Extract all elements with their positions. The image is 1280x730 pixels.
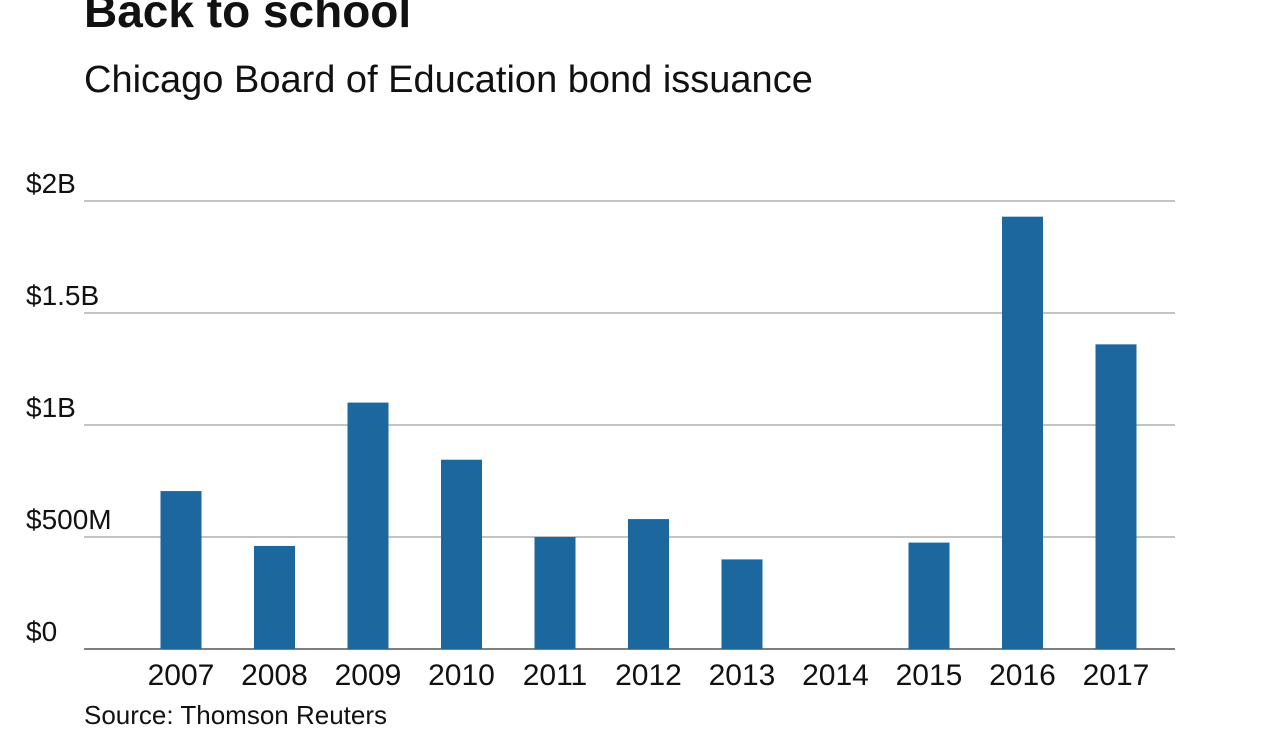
x-tick-label: 2015: [896, 659, 963, 692]
x-tick-label: 2011: [523, 659, 588, 692]
x-tick-label: 2016: [989, 659, 1056, 692]
bar-2012: [628, 519, 669, 649]
bar-2013: [721, 559, 763, 649]
y-axis-ticks: $0 $500M $1B $1.5B $2B: [26, 168, 112, 647]
bar-2010: [441, 459, 482, 649]
x-tick-label: 2009: [335, 659, 402, 692]
source-note: Source: Thomson Reuters: [84, 700, 387, 730]
y-tick-label: $1.5B: [26, 280, 99, 311]
bar-2011: [534, 537, 576, 649]
y-tick-label: $500M: [26, 504, 112, 535]
x-tick-label: 2012: [615, 659, 682, 692]
bar-2015: [908, 542, 950, 649]
bar-2007: [160, 491, 202, 649]
chart-subtitle: Chicago Board of Education bond issuance: [84, 59, 813, 101]
chart-title: Back to school: [84, 0, 412, 37]
bar-2017: [1095, 344, 1137, 649]
y-tick-label: $1B: [26, 392, 76, 423]
bar-2009: [347, 402, 389, 649]
y-tick-label: $2B: [26, 168, 76, 199]
x-axis-ticks: 2007 2008 2009 2010 2011 2012 2013 2014 2015 2016…: [148, 659, 1150, 692]
x-tick-label: 2017: [1083, 659, 1150, 692]
x-tick-label: 2014: [802, 659, 869, 692]
x-tick-label: 2010: [428, 659, 495, 692]
x-tick-label: 2007: [148, 659, 215, 692]
x-tick-label: 2008: [241, 659, 308, 692]
bar-2016: [1002, 216, 1043, 649]
x-tick-label: 2013: [709, 659, 776, 692]
bars: [160, 216, 1137, 649]
bar-2008: [254, 545, 295, 649]
y-tick-label: $0: [26, 616, 57, 647]
